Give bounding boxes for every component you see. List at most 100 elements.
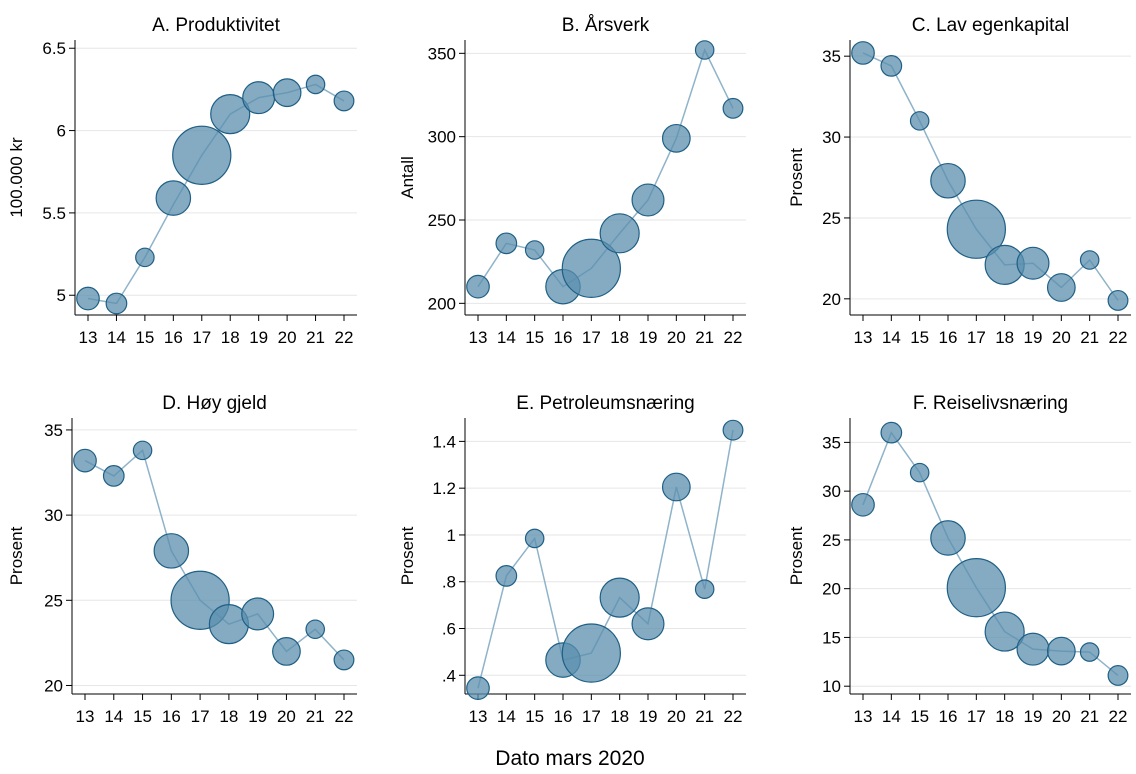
- x-tick-label: 22: [335, 328, 354, 347]
- y-tick-label: 200: [428, 294, 456, 313]
- data-point: [272, 637, 301, 666]
- data-point: [210, 94, 251, 135]
- y-tick-label: 30: [44, 506, 63, 525]
- chart-panel-1: 5 5.5 6 6.5 13 14 15 16 17 18 19 20 21 22 A. Produktiv…: [7, 15, 357, 347]
- x-tick-label: 14: [882, 707, 901, 726]
- chart-panel-6: 10 15 20 25 30 35 13 14 15 16 17 18 19 20 21 22 F. Reise…: [787, 393, 1131, 726]
- panel-title: E. Petroleumsnæring: [516, 393, 694, 414]
- data-point: [105, 292, 128, 315]
- x-tick-label: 18: [995, 328, 1014, 347]
- data-point: [851, 492, 875, 517]
- x-tick-label: 16: [939, 707, 958, 726]
- y-tick-label: 35: [44, 421, 63, 440]
- y-tick-label: 25: [822, 531, 841, 550]
- x-tick-label: 14: [107, 328, 126, 347]
- x-tick-label: 17: [191, 707, 210, 726]
- x-tick-label: 16: [164, 328, 183, 347]
- data-point: [909, 462, 930, 483]
- data-point: [153, 533, 190, 569]
- panel-title: F. Reiselivsnæring: [913, 393, 1068, 414]
- x-tick-label: 20: [277, 707, 296, 726]
- data-point: [495, 565, 518, 587]
- data-point: [930, 520, 966, 556]
- x-tick-label: 17: [582, 328, 601, 347]
- x-tick-label: 20: [667, 328, 686, 347]
- data-point: [1107, 289, 1129, 311]
- data-point: [241, 597, 275, 631]
- x-tick-label: 13: [854, 328, 873, 347]
- y-tick-label: 30: [822, 482, 841, 501]
- data-point: [305, 619, 326, 640]
- x-tick-label: 15: [525, 328, 544, 347]
- data-point: [524, 240, 545, 260]
- data-point: [333, 90, 355, 112]
- chart-panel-5: .4 .6 .8 1 1.2 1.4 13 14 15 16 17 18 19 20 21 22 E. Petr…: [398, 393, 746, 726]
- x-tick-label: 14: [497, 707, 516, 726]
- x-tick-label: 19: [248, 707, 267, 726]
- x-tick-label: 15: [135, 328, 154, 347]
- y-tick-label: 6: [57, 122, 66, 141]
- panel-title: B. Årsverk: [562, 15, 650, 36]
- y-tick-label: 5.5: [42, 204, 66, 223]
- x-tick-label: 21: [695, 707, 714, 726]
- y-tick-label: 35: [822, 433, 841, 452]
- data-point: [272, 78, 302, 108]
- y-tick-label: 250: [428, 211, 456, 230]
- x-tick-label: 19: [639, 328, 658, 347]
- x-tick-label: 16: [554, 328, 573, 347]
- x-tick-label: 15: [525, 707, 544, 726]
- y-tick-label: 6.5: [42, 39, 66, 58]
- x-tick-label: 13: [76, 707, 95, 726]
- x-tick-label: 14: [497, 328, 516, 347]
- x-tick-label: 21: [1080, 328, 1099, 347]
- x-tick-label: 13: [469, 707, 488, 726]
- y-axis-label: 100.000 kr: [7, 137, 26, 218]
- data-point: [661, 123, 691, 153]
- x-tick-label: 13: [854, 707, 873, 726]
- x-tick-label: 19: [1024, 707, 1043, 726]
- chart-panel-3: 20 25 30 35 13 14 15 16 17 18 19 20 21 22 C. Lav egenk…: [787, 15, 1131, 347]
- x-tick-label: 18: [219, 707, 238, 726]
- panel-title: C. Lav egenkapital: [912, 15, 1069, 36]
- data-point: [155, 180, 192, 216]
- y-axis-label: Antall: [398, 156, 417, 199]
- data-point: [946, 199, 1007, 259]
- data-point: [102, 465, 125, 487]
- data-point: [172, 125, 232, 185]
- y-tick-label: 25: [44, 591, 63, 610]
- data-point: [333, 649, 355, 671]
- data-point: [305, 74, 326, 95]
- data-point: [722, 97, 744, 119]
- x-tick-label: 17: [967, 707, 986, 726]
- data-point: [851, 41, 875, 65]
- data-point: [561, 238, 622, 299]
- x-tick-label: 21: [306, 328, 325, 347]
- data-point: [631, 183, 665, 217]
- data-point: [524, 528, 545, 549]
- x-tick-label: 15: [133, 707, 152, 726]
- y-tick-label: 15: [822, 628, 841, 647]
- data-point: [599, 577, 640, 618]
- x-tick-label: 17: [582, 707, 601, 726]
- x-tick-label: 22: [1109, 707, 1128, 726]
- data-point: [1079, 250, 1100, 270]
- series-line: [477, 430, 734, 689]
- data-point: [909, 111, 930, 131]
- y-tick-label: 1.2: [432, 479, 456, 498]
- y-tick-label: .6: [442, 620, 456, 639]
- x-tick-label: 20: [1052, 707, 1071, 726]
- x-tick-label: 18: [610, 707, 629, 726]
- y-tick-label: 30: [822, 128, 841, 147]
- x-tick-label: 14: [104, 707, 123, 726]
- data-point: [930, 162, 966, 199]
- y-tick-label: 20: [822, 290, 841, 309]
- x-tick-label: 19: [639, 707, 658, 726]
- y-axis-label: Prosent: [787, 526, 806, 585]
- x-tick-label: 14: [882, 328, 901, 347]
- x-tick-label: 16: [162, 707, 181, 726]
- data-point: [722, 419, 744, 441]
- y-tick-label: 35: [822, 47, 841, 66]
- data-point: [76, 286, 100, 311]
- x-tick-label: 16: [939, 328, 958, 347]
